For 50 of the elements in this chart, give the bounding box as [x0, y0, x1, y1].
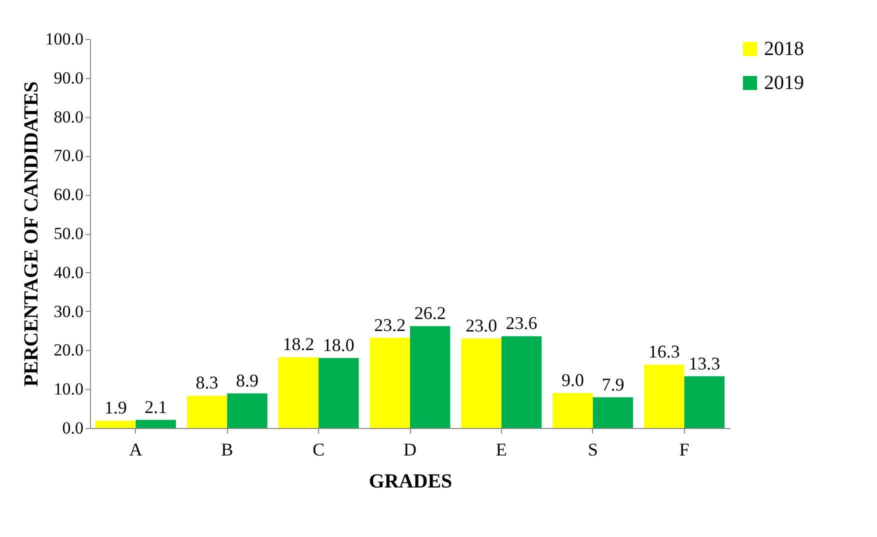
data-label: 7.9: [602, 374, 624, 394]
data-label: 8.9: [236, 370, 259, 390]
data-label: 23.2: [374, 314, 406, 335]
x-tick-label: B: [221, 440, 234, 460]
y-tick-label: 40.0: [54, 262, 84, 282]
data-label: 26.2: [414, 303, 446, 324]
y-tick-label: 10.0: [54, 380, 84, 399]
bar: [684, 376, 725, 428]
x-tick-label: D: [404, 440, 416, 460]
bar: [370, 338, 410, 428]
bar: [461, 338, 502, 428]
x-tick-label: A: [129, 440, 142, 460]
x-axis-title: GRADES: [368, 470, 452, 492]
y-tick-label: 0.0: [62, 418, 84, 438]
y-tick-label: 80.0: [54, 107, 84, 126]
y-tick-label: 20.0: [54, 340, 84, 360]
x-tick-label: E: [496, 440, 507, 460]
data-label: 18.2: [282, 334, 314, 354]
data-label: 2.1: [144, 396, 168, 417]
bar: [95, 420, 136, 428]
y-tick-label: 90.0: [54, 68, 84, 88]
bar: [552, 392, 593, 428]
data-label: 23.6: [506, 313, 538, 334]
x-tick-label: C: [312, 440, 325, 460]
data-label: 16.3: [648, 342, 680, 362]
data-label: 13.3: [688, 353, 720, 374]
legend-label: 2019: [764, 72, 804, 94]
bar: [410, 326, 450, 428]
bar: [501, 336, 542, 428]
y-tick-label: 60.0: [54, 185, 84, 204]
data-label: 8.3: [196, 372, 218, 393]
y-tick-label: 30.0: [54, 302, 84, 321]
data-label: 23.0: [466, 316, 498, 336]
legend-label: 2018: [764, 38, 804, 60]
bar: [592, 397, 634, 428]
y-tick-label: 50.0: [54, 224, 84, 243]
y-axis-title: PERCENTAGE OF CANDIDATES: [20, 81, 42, 387]
data-label: 1.9: [104, 398, 127, 418]
y-tick-label: 70.0: [54, 146, 84, 166]
bar: [644, 364, 684, 428]
data-label: 18.0: [322, 334, 354, 355]
bar: [136, 420, 176, 428]
bar: [278, 357, 319, 428]
bar: [186, 396, 228, 428]
x-tick-label: S: [588, 440, 598, 460]
y-tick-label: 100.0: [45, 30, 84, 48]
bar: [227, 393, 268, 428]
data-label: 9.0: [561, 370, 584, 390]
bar: [318, 358, 359, 428]
x-tick-label: F: [679, 440, 690, 460]
